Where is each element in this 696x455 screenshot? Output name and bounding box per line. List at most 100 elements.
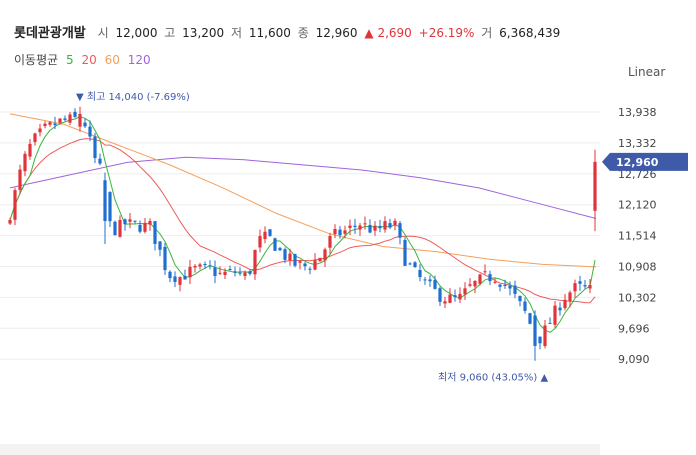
candle [28, 139, 32, 160]
candle [193, 264, 197, 273]
ma-120[interactable]: 120 [127, 53, 151, 67]
candle [93, 132, 97, 163]
ma60-line [9, 113, 597, 268]
candle [463, 282, 467, 300]
candle [543, 319, 547, 349]
ma-60[interactable]: 60 [104, 53, 120, 67]
candle [558, 302, 562, 316]
candle [303, 262, 307, 271]
ma-legend-label: 이동평균 [14, 53, 59, 67]
candle [133, 220, 137, 224]
candle [63, 115, 67, 122]
candle [468, 278, 472, 288]
volume-label: 거 [481, 26, 493, 40]
candle [258, 229, 262, 253]
candle [568, 290, 572, 308]
candle [278, 246, 282, 252]
grid-lines [0, 111, 600, 360]
candle [368, 219, 372, 234]
scale-toggle-button[interactable]: Linear [628, 65, 666, 79]
candle [253, 249, 257, 280]
candle [383, 216, 387, 233]
candle [438, 286, 442, 306]
candle [23, 151, 27, 177]
candle [168, 270, 172, 283]
candle [83, 118, 87, 129]
candle [293, 253, 297, 268]
candle [453, 289, 457, 302]
candle [478, 273, 482, 286]
candle [13, 187, 17, 226]
candles [8, 106, 597, 361]
candle [268, 229, 272, 237]
candle [123, 218, 127, 231]
candle [48, 121, 52, 127]
change-pct: +26.19% [418, 26, 475, 40]
candle [73, 108, 77, 119]
candle [223, 268, 227, 280]
candle [233, 266, 237, 277]
candle [338, 226, 342, 239]
candle [448, 288, 452, 304]
candle [343, 225, 347, 239]
candle [113, 220, 117, 236]
candle [473, 280, 477, 294]
candle [78, 106, 82, 132]
y-tick-label: 12,120 [618, 199, 657, 212]
candle [503, 279, 507, 289]
candle [433, 275, 437, 290]
candle [203, 261, 207, 269]
quote-header: 롯데관광개발 시 12,000 고 13,200 저 11,600 종 12,9… [14, 22, 563, 42]
candle [553, 301, 557, 328]
candle [508, 281, 512, 296]
annotations: 12,960 ▼ 최고 14,040 (-7.69%) 최저 9,060 (43.0… [76, 91, 688, 384]
candle [428, 275, 432, 287]
candle [488, 270, 492, 286]
ma-20[interactable]: 20 [81, 53, 97, 67]
moving-average-legend: 이동평균 5 20 60 120 [14, 51, 155, 68]
ma-5[interactable]: 5 [66, 53, 74, 67]
candle [188, 259, 192, 285]
candle [68, 111, 72, 126]
low-annotation: 최저 9,060 (43.05%) ▲ [438, 372, 548, 384]
candle [283, 247, 287, 264]
candle [513, 280, 517, 299]
scroll-strip[interactable] [0, 444, 600, 455]
candle [103, 172, 107, 244]
high-annotation: ▼ 최고 14,040 (-7.69%) [76, 91, 190, 103]
candle [583, 280, 587, 289]
candle [288, 248, 292, 266]
candle [593, 149, 597, 232]
candle [298, 260, 302, 270]
candle [98, 153, 102, 166]
candle [533, 310, 537, 361]
y-tick-label: 10,908 [618, 261, 657, 274]
candle [238, 267, 242, 276]
candle [263, 226, 267, 244]
candle [58, 118, 62, 125]
candle [118, 215, 122, 238]
candle [228, 265, 232, 271]
candle [323, 247, 327, 267]
candle [108, 191, 112, 228]
candle [173, 271, 177, 288]
close-value: 12,960 [315, 26, 358, 40]
ma-lines [9, 113, 597, 333]
candle [518, 295, 522, 307]
last-price-text: 12,960 [616, 156, 659, 169]
candle [273, 237, 277, 251]
candle [33, 132, 37, 146]
y-tick-label: 13,938 [618, 106, 657, 119]
candle [528, 312, 532, 325]
candle [413, 261, 417, 268]
candle [483, 264, 487, 275]
candle [348, 219, 352, 236]
candle [358, 223, 362, 236]
candle [573, 279, 577, 298]
candle [128, 212, 132, 229]
candle [418, 264, 422, 282]
high-label: 고 [164, 26, 176, 40]
candle [408, 262, 412, 266]
ma20-line [9, 138, 596, 304]
